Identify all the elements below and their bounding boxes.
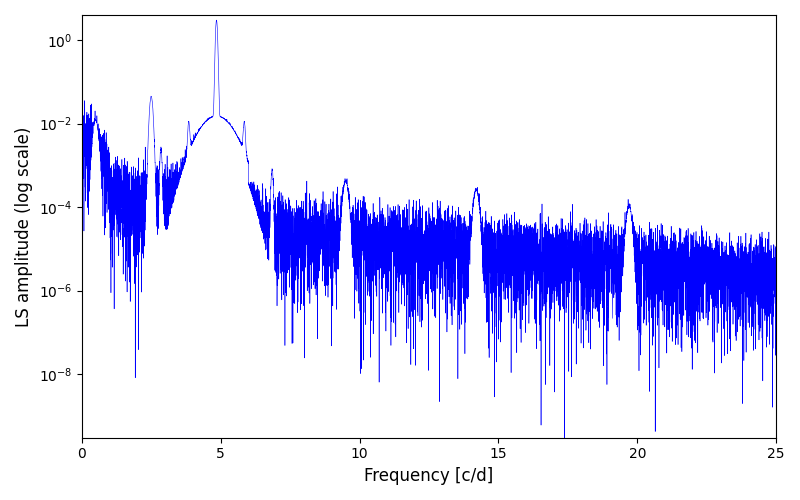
Y-axis label: LS amplitude (log scale): LS amplitude (log scale) bbox=[15, 126, 33, 326]
X-axis label: Frequency [c/d]: Frequency [c/d] bbox=[364, 467, 494, 485]
